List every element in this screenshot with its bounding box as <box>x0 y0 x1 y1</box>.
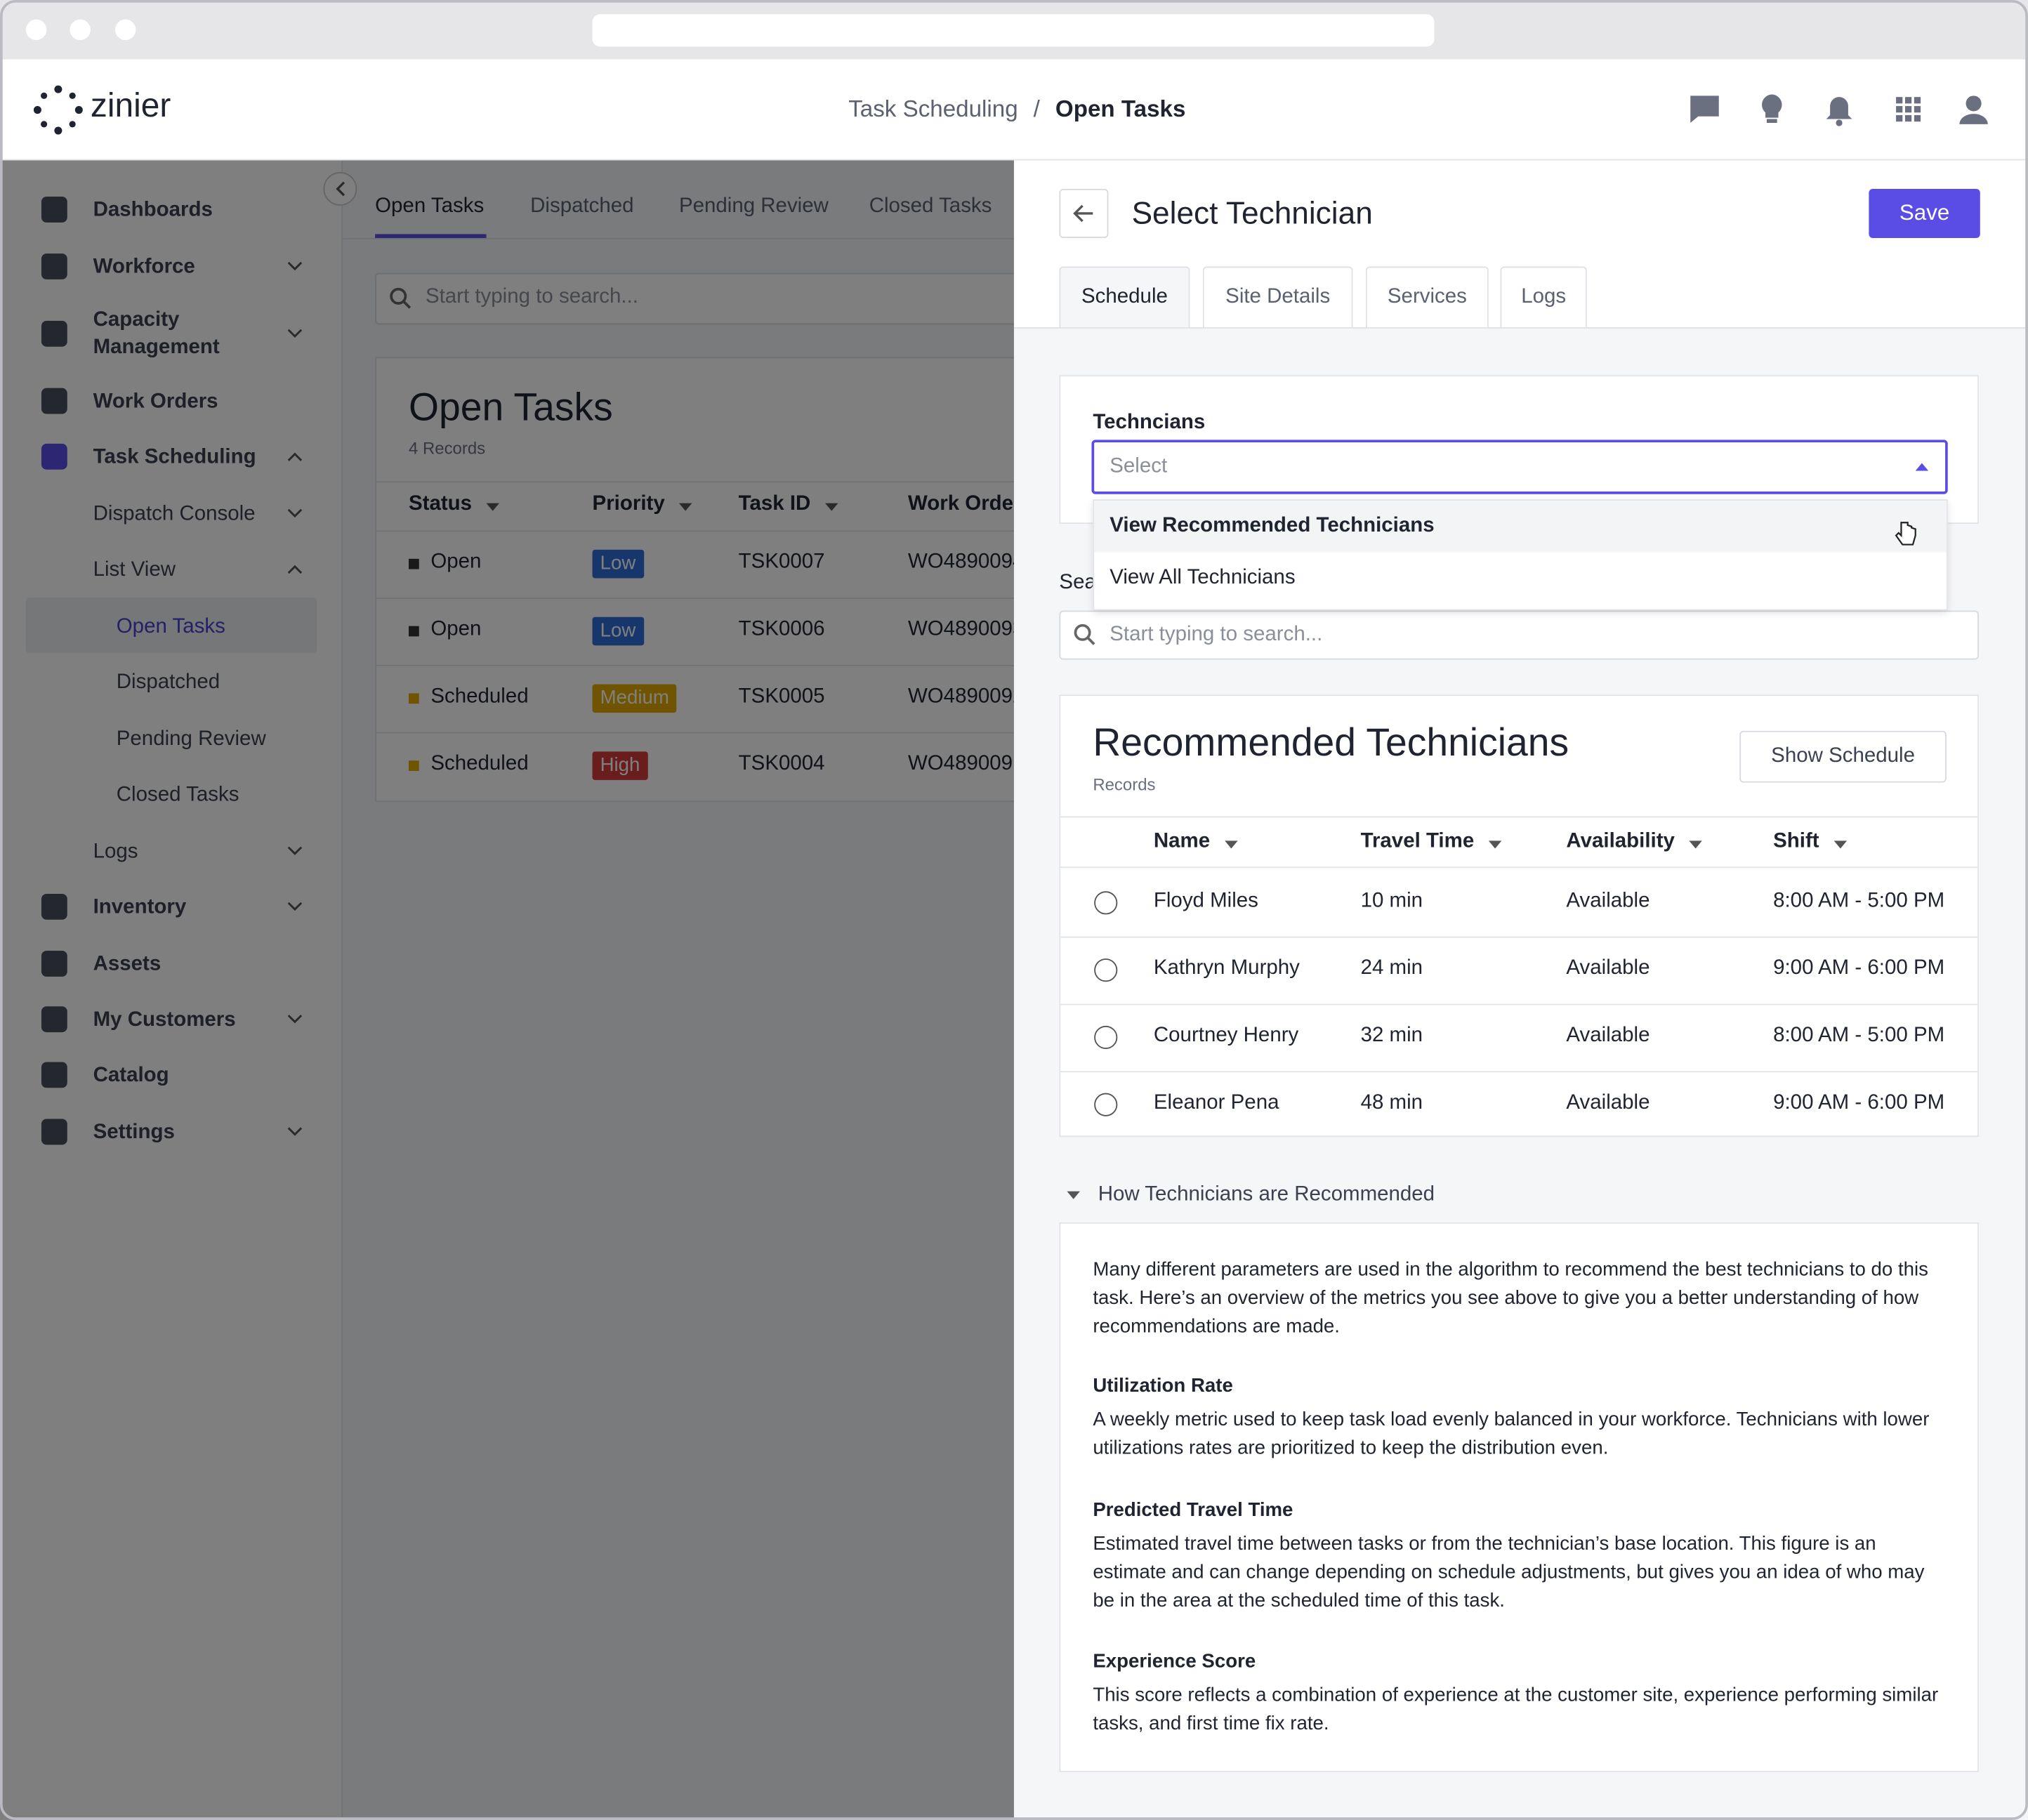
radio[interactable] <box>1094 958 1118 982</box>
back-button[interactable] <box>1059 188 1109 238</box>
cell: Floyd Miles <box>1153 890 1258 912</box>
cell: 10 min <box>1360 890 1423 912</box>
row-divider <box>1060 936 1978 938</box>
cell: Available <box>1566 890 1650 912</box>
tab[interactable]: Logs <box>1500 266 1587 328</box>
search-icon <box>1074 624 1095 645</box>
header-icons[interactable] <box>1687 91 1997 129</box>
tab[interactable]: Site Details <box>1202 266 1353 328</box>
cell: Available <box>1566 957 1650 980</box>
logo-icon <box>33 85 83 135</box>
show-schedule-button[interactable]: Show Schedule <box>1739 730 1947 783</box>
panel-header: Select Technician Save Schedule Site Deta… <box>1013 160 2028 329</box>
row-divider <box>1060 1071 1978 1073</box>
section-text: This score reflects a combination of exp… <box>1093 1684 1939 1735</box>
dropdown-option[interactable]: View Recommended Technicians <box>1094 500 1947 553</box>
card-title: Recommended Technicians <box>1093 721 1569 765</box>
column-header[interactable]: Availability <box>1566 830 1675 853</box>
field-label: Techncians <box>1093 411 1206 434</box>
logo-text: zinier <box>90 85 171 124</box>
browser-bar <box>0 0 2028 60</box>
technicians-card: Recommended Technicians Records Show Sch… <box>1059 694 1979 1138</box>
card-subtitle: Records <box>1093 774 1156 795</box>
back-arrow <box>1073 204 1093 223</box>
side-panel: Select Technician Save Schedule Site Deta… <box>1013 160 2028 1820</box>
cell: Eleanor Pena <box>1153 1091 1279 1114</box>
caret-down <box>1488 840 1502 849</box>
tab[interactable]: Schedule <box>1059 266 1190 328</box>
info-text: Many different parameters are used in th… <box>1093 1258 1928 1338</box>
modal-overlay[interactable] <box>0 160 1014 1820</box>
save-button[interactable]: Save <box>1869 188 1980 238</box>
radio[interactable] <box>1094 1025 1118 1050</box>
dropdown-option[interactable]: View All Technicians <box>1110 566 1296 589</box>
search-placeholder: Start typing to search... <box>1110 623 1323 646</box>
cell: 8:00 AM - 5:00 PM <box>1773 890 1945 912</box>
cursor-hand <box>1895 522 1916 546</box>
window-dot <box>25 19 47 41</box>
section-title: Predicted Travel Time <box>1093 1499 1293 1522</box>
section-title: Utilization Rate <box>1093 1375 1233 1397</box>
radio[interactable] <box>1094 1093 1118 1116</box>
dropdown-menu: View Recommended Technicians View All Tec… <box>1093 499 1948 611</box>
section-text: Estimated travel time between tasks or f… <box>1093 1533 1925 1612</box>
breadcrumb-separator: / <box>1033 95 1040 122</box>
section-title: Experience Score <box>1093 1650 1256 1673</box>
window-dot <box>114 19 136 41</box>
cell: 24 min <box>1360 957 1423 980</box>
collapsible-title[interactable]: How Technicians are Recommended <box>1098 1183 1435 1206</box>
info-card: Many different parameters are used in th… <box>1059 1222 1979 1772</box>
search-box[interactable]: Start typing to search... <box>1059 610 1979 660</box>
section-text: A weekly metric used to keep task load e… <box>1093 1409 1930 1460</box>
cell: 9:00 AM - 6:00 PM <box>1773 1091 1945 1114</box>
url-bar[interactable] <box>592 14 1435 47</box>
cell: 48 min <box>1360 1091 1423 1114</box>
cell: Available <box>1566 1024 1650 1047</box>
window-dot <box>70 19 91 41</box>
radio[interactable] <box>1094 891 1118 915</box>
column-header[interactable]: Travel Time <box>1360 830 1475 853</box>
cell: Courtney Henry <box>1153 1024 1299 1047</box>
select-input[interactable]: Select <box>1091 440 1948 494</box>
cell: 8:00 AM - 5:00 PM <box>1773 1024 1945 1047</box>
top-bar: zinier Task Scheduling / Open Tasks <box>0 59 2028 161</box>
cell: 32 min <box>1360 1024 1423 1047</box>
caret-down[interactable] <box>1066 1189 1081 1201</box>
select-placeholder: Select <box>1110 455 1168 477</box>
row-divider <box>1060 1003 1978 1005</box>
caret-down <box>1689 840 1702 849</box>
cell: Kathryn Murphy <box>1153 957 1300 980</box>
column-header[interactable]: Name <box>1153 830 1211 853</box>
breadcrumb: Open Tasks <box>1055 95 1186 122</box>
cell: Available <box>1566 1091 1650 1114</box>
caret-up <box>1915 463 1929 471</box>
column-header[interactable]: Shift <box>1773 830 1819 853</box>
table-header <box>1060 816 1978 869</box>
caret-down <box>1225 840 1238 849</box>
panel-title: Select Technician <box>1131 197 1373 232</box>
caret-down <box>1833 840 1848 849</box>
breadcrumb[interactable]: Task Scheduling <box>848 95 1018 122</box>
cell: 9:00 AM - 6:00 PM <box>1773 957 1945 980</box>
tab[interactable]: Services <box>1365 266 1489 328</box>
